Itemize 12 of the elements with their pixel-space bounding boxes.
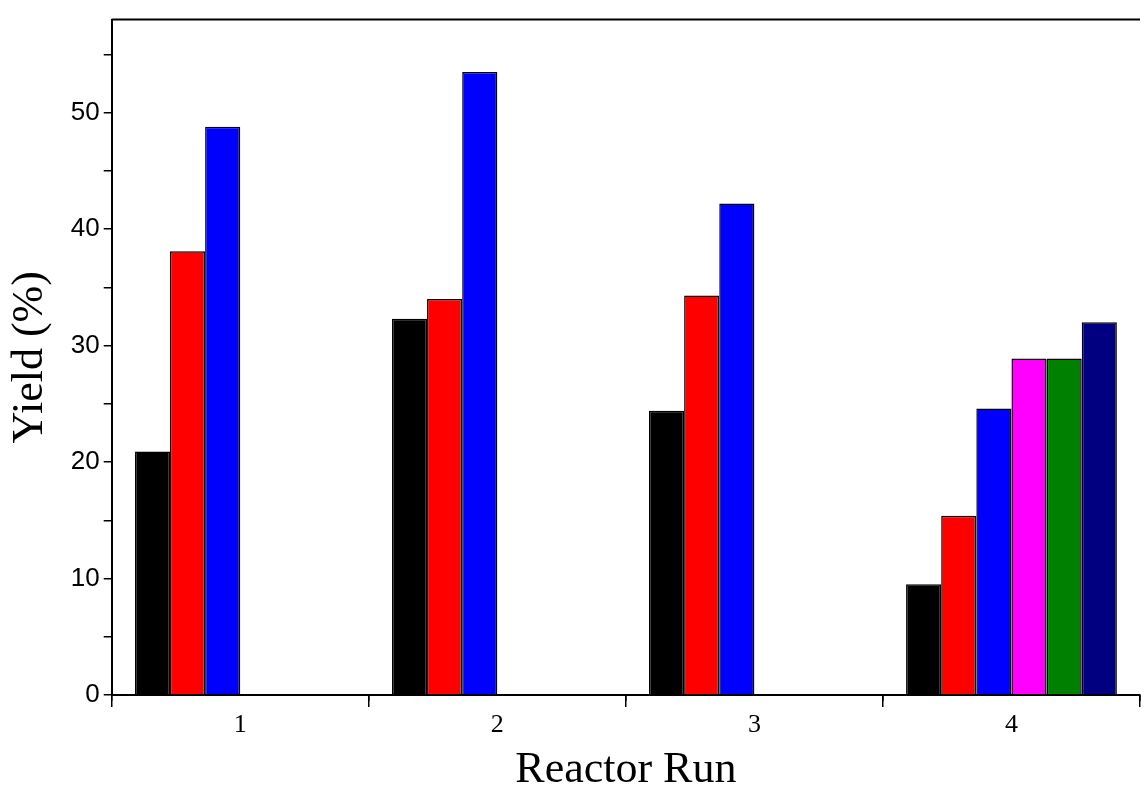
y-tick-label: 30 — [70, 328, 100, 359]
x-tick-label: 3 — [747, 709, 761, 739]
y-tick-label: 40 — [70, 212, 100, 243]
y-tick-label: 20 — [70, 445, 100, 476]
x-tick-label: 4 — [1004, 709, 1018, 739]
x-tick-label: 1 — [233, 709, 247, 739]
y-tick-label: 10 — [70, 561, 100, 592]
y-tick-label: 50 — [70, 95, 100, 126]
x-tick-label: 2 — [490, 709, 504, 739]
y-axis-title: Yield (%) — [2, 271, 52, 444]
y-tick-label: 0 — [85, 678, 100, 709]
x-axis-title: Reactor Run — [515, 743, 737, 793]
